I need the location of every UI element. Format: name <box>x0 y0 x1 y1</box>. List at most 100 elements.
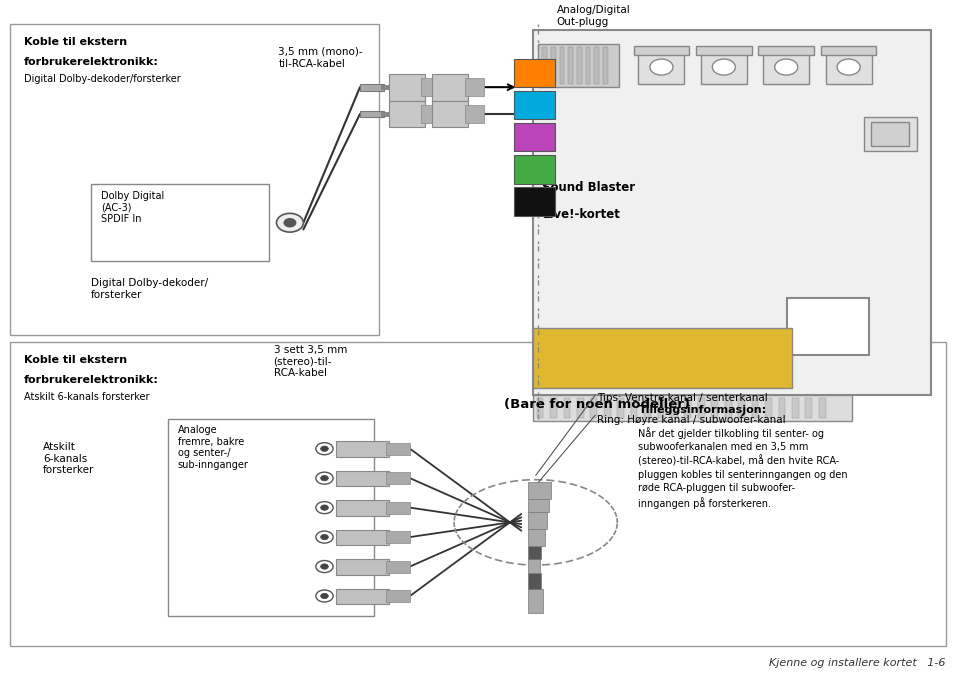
Circle shape <box>712 59 735 75</box>
Bar <box>603 47 608 84</box>
Circle shape <box>321 564 328 569</box>
Bar <box>617 398 624 418</box>
Circle shape <box>837 59 860 75</box>
Text: Sound Blaster: Sound Blaster <box>542 181 636 194</box>
Circle shape <box>316 501 333 513</box>
FancyBboxPatch shape <box>514 155 555 184</box>
FancyBboxPatch shape <box>826 52 872 84</box>
FancyBboxPatch shape <box>386 443 410 455</box>
FancyBboxPatch shape <box>336 559 389 575</box>
Bar <box>594 47 599 84</box>
FancyBboxPatch shape <box>386 590 410 602</box>
Text: Kjenne og installere kortet   1-6: Kjenne og installere kortet 1-6 <box>769 658 946 668</box>
Bar <box>658 398 664 418</box>
Bar <box>684 398 691 418</box>
FancyBboxPatch shape <box>533 30 931 395</box>
Text: Analog/Digital
Out-plugg: Analog/Digital Out-plugg <box>557 5 631 27</box>
FancyBboxPatch shape <box>701 52 747 84</box>
FancyBboxPatch shape <box>528 573 541 590</box>
Bar <box>819 398 826 418</box>
FancyBboxPatch shape <box>634 46 689 55</box>
FancyBboxPatch shape <box>386 472 410 484</box>
Bar <box>577 398 584 418</box>
FancyBboxPatch shape <box>514 59 555 87</box>
Circle shape <box>316 472 333 484</box>
FancyBboxPatch shape <box>465 105 484 122</box>
Circle shape <box>321 534 328 540</box>
Bar <box>779 398 785 418</box>
Bar <box>805 398 812 418</box>
FancyBboxPatch shape <box>421 79 441 96</box>
FancyBboxPatch shape <box>763 52 809 84</box>
FancyBboxPatch shape <box>538 44 619 87</box>
FancyBboxPatch shape <box>336 500 389 516</box>
FancyBboxPatch shape <box>758 46 814 55</box>
FancyBboxPatch shape <box>432 74 468 100</box>
FancyBboxPatch shape <box>514 187 555 216</box>
Bar <box>738 398 745 418</box>
FancyBboxPatch shape <box>336 441 389 457</box>
FancyBboxPatch shape <box>432 100 468 127</box>
Circle shape <box>316 443 333 455</box>
Circle shape <box>316 590 333 602</box>
Text: Når det gjelder tilkobling til senter- og
subwooferkanalen med en 3,5 mm
(stereo: Når det gjelder tilkobling til senter- o… <box>638 427 848 509</box>
Bar <box>671 398 678 418</box>
Text: forbrukerelektronikk:: forbrukerelektronikk: <box>24 57 158 67</box>
Text: (Bare for noen modeller): (Bare for noen modeller) <box>504 398 690 411</box>
FancyBboxPatch shape <box>533 395 852 421</box>
FancyBboxPatch shape <box>381 85 396 89</box>
Bar <box>698 398 705 418</box>
Text: Ring: Høyre kanal / subwoofer-kanal: Ring: Høyre kanal / subwoofer-kanal <box>597 415 785 425</box>
Bar <box>560 47 564 84</box>
FancyBboxPatch shape <box>360 84 384 90</box>
FancyBboxPatch shape <box>528 529 545 546</box>
FancyBboxPatch shape <box>864 117 917 151</box>
Bar <box>542 47 547 84</box>
Bar <box>568 47 573 84</box>
Circle shape <box>650 59 673 75</box>
FancyBboxPatch shape <box>528 546 541 559</box>
FancyBboxPatch shape <box>821 46 876 55</box>
Text: Tilleggsinformasjon:: Tilleggsinformasjon: <box>638 405 766 415</box>
Text: forbrukerelektronikk:: forbrukerelektronikk: <box>24 375 158 385</box>
Text: Atskilt
6-kanals
forsterker: Atskilt 6-kanals forsterker <box>43 442 95 475</box>
Circle shape <box>316 561 333 573</box>
FancyBboxPatch shape <box>528 590 543 612</box>
FancyBboxPatch shape <box>533 328 792 388</box>
Bar <box>752 398 758 418</box>
FancyBboxPatch shape <box>638 52 684 84</box>
Text: Koble til ekstern: Koble til ekstern <box>24 355 127 365</box>
Text: Live!-kortet: Live!-kortet <box>542 208 620 221</box>
Bar <box>590 398 597 418</box>
Circle shape <box>775 59 798 75</box>
Text: 3,5 mm (mono)-
til-RCA-kabel: 3,5 mm (mono)- til-RCA-kabel <box>278 47 363 69</box>
Bar <box>792 398 799 418</box>
FancyBboxPatch shape <box>514 91 555 119</box>
Bar <box>765 398 772 418</box>
Text: Digital Dolby-dekoder/forsterker: Digital Dolby-dekoder/forsterker <box>24 74 180 83</box>
FancyBboxPatch shape <box>528 559 540 573</box>
Circle shape <box>321 505 328 510</box>
FancyBboxPatch shape <box>871 122 909 146</box>
Bar <box>564 398 570 418</box>
Text: Tips: Venstre kanal / senterkanal: Tips: Venstre kanal / senterkanal <box>597 393 768 403</box>
Text: 3 sett 3,5 mm
(stereo)-til-
RCA-kabel: 3 sett 3,5 mm (stereo)-til- RCA-kabel <box>274 345 347 378</box>
Text: Atskilt 6-kanals forsterker: Atskilt 6-kanals forsterker <box>24 392 150 402</box>
FancyBboxPatch shape <box>336 471 389 486</box>
Circle shape <box>321 476 328 481</box>
FancyBboxPatch shape <box>386 561 410 573</box>
FancyBboxPatch shape <box>381 112 396 116</box>
FancyBboxPatch shape <box>386 501 410 513</box>
Circle shape <box>321 446 328 452</box>
Bar <box>644 398 651 418</box>
Bar <box>604 398 611 418</box>
FancyBboxPatch shape <box>389 100 425 127</box>
FancyBboxPatch shape <box>360 110 384 117</box>
Bar <box>586 47 590 84</box>
Bar <box>725 398 732 418</box>
Bar <box>537 398 543 418</box>
Text: Analoge
fremre, bakre
og senter-/
sub-innganger: Analoge fremre, bakre og senter-/ sub-in… <box>178 425 249 470</box>
FancyBboxPatch shape <box>336 589 389 604</box>
Bar <box>631 398 637 418</box>
Circle shape <box>284 219 296 227</box>
